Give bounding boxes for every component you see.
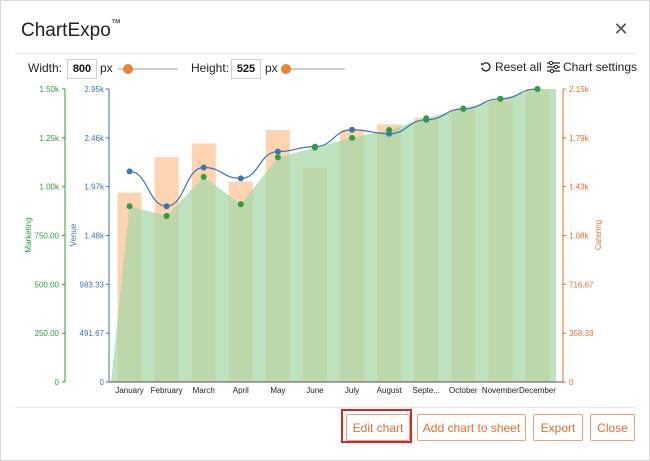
- marketing-point: [200, 173, 207, 180]
- chart-settings-label: Chart settings: [563, 60, 638, 74]
- catering-tick-label: 0: [569, 378, 574, 387]
- venue-point: [163, 203, 170, 210]
- marketing-axis-title: Marketing: [24, 217, 33, 252]
- catering-tick-label: 1.79k: [569, 134, 590, 143]
- height-unit: px: [265, 61, 278, 75]
- marketing-tick-label: 1.25k: [39, 134, 60, 143]
- marketing-point: [274, 154, 281, 161]
- marketing-point: [460, 105, 467, 112]
- venue-tick-label: 0: [100, 378, 105, 387]
- close-icon[interactable]: ✕: [613, 19, 629, 39]
- marketing-tick-label: 1.50k: [39, 85, 60, 94]
- venue-tick-label: 491.67: [80, 329, 105, 338]
- marketing-point: [349, 134, 356, 141]
- sliders-icon: [547, 61, 560, 73]
- marketing-tick-label: 750.00: [35, 232, 60, 241]
- dialog-title: ChartExpo™: [21, 18, 121, 41]
- venue-tick-label: 983.33: [80, 280, 105, 289]
- x-tick-label: May: [270, 386, 285, 395]
- catering-tick-label: 1.08k: [569, 232, 590, 241]
- reset-icon: [480, 61, 492, 73]
- venue-point: [200, 164, 207, 171]
- x-tick-label: August: [377, 386, 403, 395]
- marketing-area: [111, 89, 556, 382]
- width-slider-handle[interactable]: [122, 64, 133, 74]
- edit-chart-button[interactable]: Edit chart: [346, 414, 410, 441]
- x-tick-label: March: [193, 386, 215, 395]
- venue-axis-title: Venue: [69, 223, 78, 246]
- marketing-point: [163, 212, 170, 219]
- marketing-point: [534, 86, 541, 92]
- x-tick-label: Septe...: [412, 386, 440, 395]
- marketing-tick-label: 0: [55, 378, 60, 387]
- chart-settings-button[interactable]: Chart settings: [547, 60, 637, 74]
- catering-tick-label: 716.67: [569, 280, 594, 289]
- height-slider[interactable]: [283, 68, 345, 70]
- reset-all-button[interactable]: Reset all: [480, 60, 542, 74]
- footer-divider: [15, 407, 635, 408]
- marketing-tick-label: 250.00: [35, 329, 60, 338]
- marketing-point: [237, 201, 244, 208]
- title-divider: [15, 53, 635, 54]
- x-tick-label: July: [345, 386, 359, 395]
- highlight-box: [341, 409, 412, 443]
- width-input[interactable]: 800: [67, 59, 97, 79]
- venue-point: [237, 175, 244, 182]
- height-label: Height:: [191, 61, 230, 75]
- x-tick-label: February: [151, 386, 183, 395]
- venue-point: [126, 168, 133, 175]
- venue-point: [349, 126, 356, 133]
- close-button[interactable]: Close: [590, 414, 635, 441]
- x-tick-label: December: [519, 386, 556, 395]
- add-chart-to-sheet-button[interactable]: Add chart to sheet: [417, 414, 526, 441]
- venue-tick-label: 2.46k: [84, 134, 105, 143]
- marketing-point: [423, 115, 430, 122]
- height-input[interactable]: 525: [231, 59, 261, 79]
- x-tick-label: January: [115, 386, 143, 395]
- export-button[interactable]: Export: [533, 414, 583, 441]
- marketing-point: [386, 127, 393, 134]
- x-tick-label: November: [482, 386, 519, 395]
- width-label: Width:: [28, 61, 63, 75]
- marketing-tick-label: 500.00: [35, 280, 60, 289]
- catering-tick-label: 1.43k: [569, 183, 590, 192]
- combo-chart: 0 250.00 500.00 750.00 1.00k 1.25k 1.50k 0 491.6…: [24, 85, 603, 395]
- venue-point: [274, 148, 281, 155]
- venue-tick-label: 1.97k: [84, 183, 105, 192]
- height-slider-handle[interactable]: [281, 64, 292, 74]
- width-slider[interactable]: [118, 68, 178, 70]
- x-tick-label: October: [449, 386, 478, 395]
- x-tick-label: April: [233, 386, 249, 395]
- venue-tick-label: 1.48k: [84, 232, 105, 241]
- catering-tick-label: 2.15k: [569, 85, 590, 94]
- reset-all-label: Reset all: [495, 60, 542, 74]
- marketing-point: [311, 144, 318, 151]
- marketing-point: [126, 203, 133, 210]
- marketing-point: [497, 95, 504, 102]
- venue-tick-label: 2.95k: [84, 85, 105, 94]
- x-tick-label: June: [306, 386, 324, 395]
- width-unit: px: [100, 61, 113, 75]
- marketing-tick-label: 1.00k: [39, 183, 60, 192]
- catering-tick-label: 358.33: [569, 329, 594, 338]
- catering-axis-title: Catering: [594, 220, 603, 250]
